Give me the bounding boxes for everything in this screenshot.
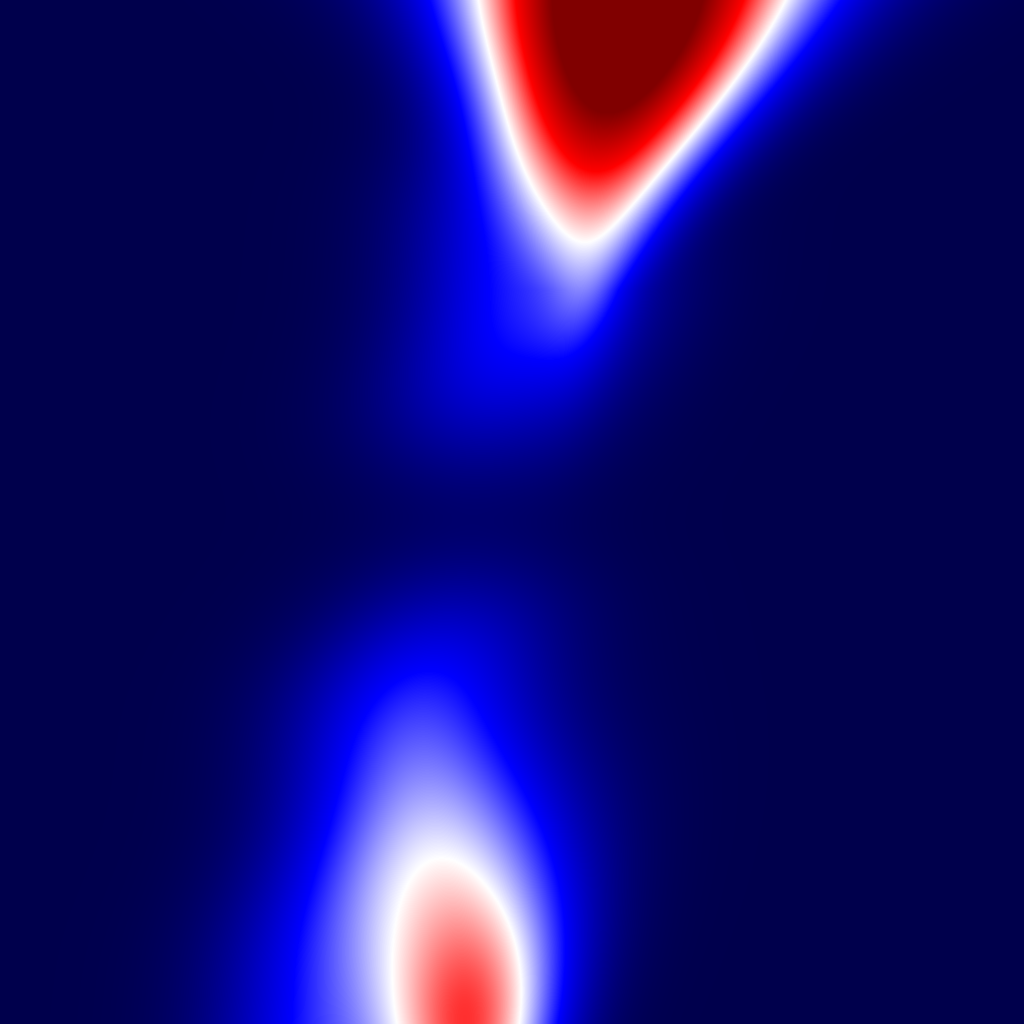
seismic-heatmap-canvas [0,0,1024,1024]
